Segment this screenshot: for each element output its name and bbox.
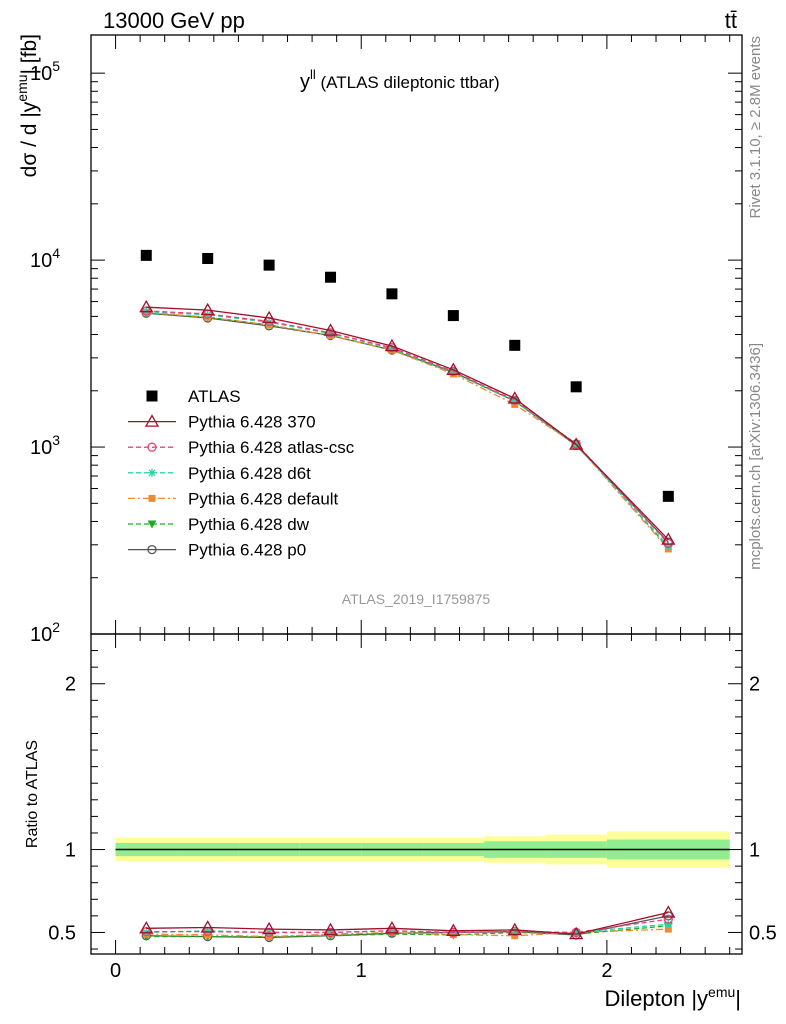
pythia-6-428-370-line <box>146 306 669 541</box>
pythia-6-428-370-point <box>261 310 277 324</box>
pythia-6-428-370-ratio-point <box>446 923 461 936</box>
pythia-6-428-370-ratio-point <box>200 920 215 933</box>
main-y-tick-label: 104 <box>30 245 60 272</box>
legend-pythia-6-428-d6t-label: Pythia 6.428 d6t <box>188 464 311 483</box>
atlas-point <box>662 490 674 502</box>
atlas-point <box>570 381 582 393</box>
x-tick-label: 2 <box>601 960 612 982</box>
legend-atlas-label: ATLAS <box>188 387 241 406</box>
main-y-axis-label: dσ / d |yemu| [fb] <box>14 34 41 177</box>
series-layer <box>139 249 676 943</box>
ratio-y-tick-label: 1 <box>65 840 76 862</box>
ratio-y-tick-label-right: 1 <box>749 840 760 862</box>
axis-ticks: 102 103 104 105 0.5 0.5 1 1 2 2 0 1 2 <box>30 35 777 982</box>
x-tick-label: 1 <box>356 960 367 982</box>
process-label: tt̄ <box>725 8 737 33</box>
pythia-6-428-atlas-csc-point <box>325 328 336 338</box>
pythia-6-428-370-ratio-point <box>139 920 154 934</box>
pythia-6-428-default-ratio-point <box>664 925 672 933</box>
pythia-6-428-370-ratio-point <box>384 920 400 934</box>
atlas-point <box>325 271 337 283</box>
legend-pythia-6-428-atlas-csc-label: Pythia 6.428 atlas-csc <box>188 438 355 457</box>
x-axis-label: Dilepton |yemu| <box>605 984 742 1011</box>
pythia-6-428-default-ratio-point <box>204 931 212 939</box>
legend-atlas-marker <box>146 390 158 402</box>
legend-pythia-6-428-dw-marker <box>147 520 157 529</box>
energy-label: 13000 GeV pp <box>103 8 245 33</box>
ratio-y-tick-label-right: 0.5 <box>749 922 777 944</box>
main-y-tick-label: 103 <box>30 432 60 459</box>
atlas-point <box>202 252 214 264</box>
plot-title: yll (ATLAS dileptonic ttbar) <box>300 67 500 93</box>
pythia-6-428-atlas-csc-ratio-point <box>387 926 397 936</box>
pythia-6-428-370-ratio-point <box>261 921 277 935</box>
uncertainty-bands <box>115 831 730 868</box>
pythia-6-428-370-ratio-point <box>323 922 338 936</box>
legend-pythia-6-428-dw-label: Pythia 6.428 dw <box>188 515 310 534</box>
pythia-6-428-370-point <box>384 338 400 352</box>
pythia-6-428-atlas-csc-ratio-point <box>325 927 336 938</box>
legend: ATLAS Pythia 6.428 370 Pythia 6.428 atlas-… <box>128 387 355 560</box>
pythia-6-428-p0-ratio-point <box>663 911 673 921</box>
pythia-6-428-370-ratio-line <box>146 911 669 935</box>
analysis-tag: ATLAS_2019_I1759875 <box>342 591 491 607</box>
x-tick-label: 0 <box>110 960 121 982</box>
pythia-6-428-370-point <box>446 362 461 375</box>
pythia-6-428-d6t-ratio-point-stroke <box>204 927 212 935</box>
main-y-tick-label: 102 <box>30 619 60 646</box>
pythia-6-428-p0-ratio-line <box>146 915 669 939</box>
legend-pythia-6-428-d6t-marker <box>148 468 156 477</box>
legend-pythia-6-428-default-marker <box>148 494 156 502</box>
pythia-6-428-370-point <box>323 323 338 336</box>
pythia-6-428-atlas-csc-ratio-point <box>141 926 151 937</box>
mcplots-citation-label: mcplots.cern.ch [arXiv:1306.3436] <box>747 343 764 570</box>
pythia-6-428-370-point <box>200 302 215 316</box>
legend-pythia-6-428-p0-marker <box>147 544 157 555</box>
pythia-6-428-atlas-csc-ratio-point <box>663 914 673 924</box>
atlas-point <box>447 310 459 322</box>
legend-pythia-6-428-d6t-marker-stroke <box>148 469 156 477</box>
atlas-point <box>140 249 152 261</box>
atlas-point <box>509 339 521 351</box>
pythia-6-428-370-ratio-point <box>661 905 676 918</box>
legend-pythia-6-428-atlas-csc-marker <box>147 442 157 452</box>
atlas-point <box>386 288 398 300</box>
main-y-tick-label: 105 <box>30 58 60 85</box>
pythia-6-428-atlas-csc-ratio-point <box>264 927 274 938</box>
legend-pythia-6-428-default-label: Pythia 6.428 default <box>188 489 339 508</box>
rivet-version-label: Rivet 3.1.10, ≥ 2.8M events <box>747 36 764 219</box>
pythia-6-428-370-point <box>661 532 676 545</box>
ratio-y-tick-label: 2 <box>65 674 76 696</box>
pythia-6-428-370-point <box>139 299 154 313</box>
legend-pythia-6-428-p0-label: Pythia 6.428 p0 <box>188 541 306 560</box>
pythia-6-428-atlas-csc-point <box>141 306 151 316</box>
legend-pythia-6-428-370-label: Pythia 6.428 370 <box>188 413 316 432</box>
pythia-6-428-370-point <box>569 437 584 450</box>
ratio-y-axis-label: Ratio to ATLAS <box>24 740 41 848</box>
legend-pythia-6-428-370-marker <box>144 414 160 427</box>
ratio-y-tick-label-right: 2 <box>749 674 760 696</box>
pythia-6-428-370-ratio-point <box>569 926 584 940</box>
ratio-y-tick-label: 0.5 <box>48 922 76 944</box>
pythia-6-428-370-point <box>507 391 522 404</box>
atlas-point <box>263 259 275 271</box>
ratio-plot-frame <box>90 633 743 955</box>
pythia-6-428-370-ratio-point <box>507 922 522 936</box>
